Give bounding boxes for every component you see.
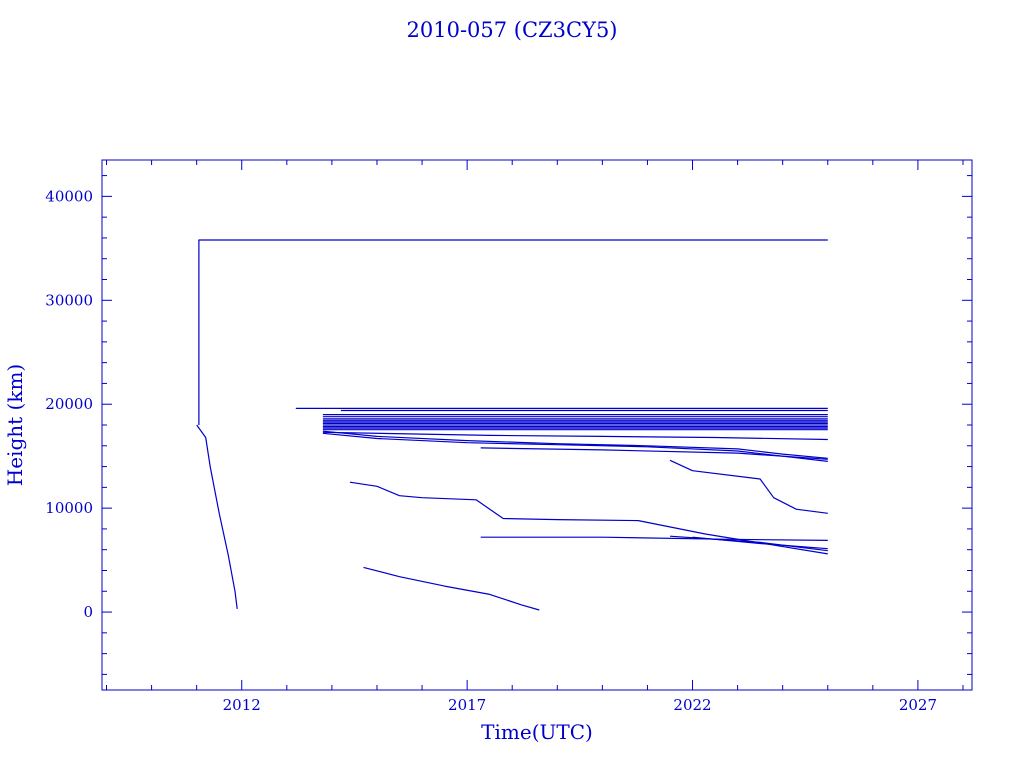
axis-ticks xyxy=(102,160,972,690)
x-tick-label: 2022 xyxy=(673,696,711,714)
y-axis-label: Height (km) xyxy=(3,364,27,486)
series-line xyxy=(198,239,828,425)
series-line xyxy=(196,424,238,609)
series-line xyxy=(349,481,828,555)
series-line xyxy=(480,447,828,460)
data-series xyxy=(196,239,828,611)
x-tick-label: 2027 xyxy=(899,696,937,714)
y-tick-label: 40000 xyxy=(45,187,93,205)
y-tick-label: 10000 xyxy=(45,499,93,517)
y-tick-label: 30000 xyxy=(45,291,93,309)
series-line xyxy=(669,459,828,514)
series-line xyxy=(322,430,828,459)
series-line xyxy=(322,431,828,441)
series-line xyxy=(363,566,540,611)
x-tick-label: 2012 xyxy=(223,696,261,714)
x-axis-label: Time(UTC) xyxy=(481,720,593,744)
series-line xyxy=(669,535,828,552)
series-line xyxy=(480,536,828,541)
tick-labels: 2012 2017 2022 2027 0 10000 20000 30000 40000 xyxy=(45,187,937,714)
y-tick-label: 20000 xyxy=(45,395,93,413)
chart-title: 2010-057 (CZ3CY5) xyxy=(407,18,618,42)
x-tick-label: 2017 xyxy=(448,696,486,714)
y-tick-label: 0 xyxy=(83,603,93,621)
